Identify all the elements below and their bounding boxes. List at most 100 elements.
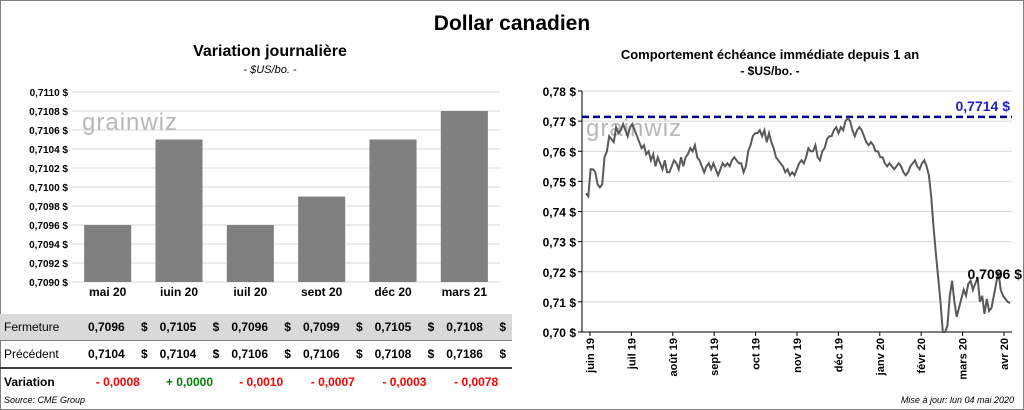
- bar: [440, 111, 488, 282]
- line-ytick-label: 0,78 $: [543, 85, 577, 99]
- bar-ytick-label: 0,7098 $: [29, 202, 68, 213]
- bar: [369, 139, 417, 282]
- cell-unit: $: [499, 347, 506, 361]
- bar-ytick-label: 0,7102 $: [29, 164, 68, 175]
- line-xtick-label: sept 19: [709, 338, 721, 376]
- table-cell: 0,7104 $: [153, 340, 226, 369]
- row-label: Variation: [4, 375, 55, 389]
- table-cell: 0,7106 $: [296, 340, 369, 369]
- cell-unit: $: [212, 347, 220, 361]
- line-xtick-label: oct 19: [751, 338, 763, 370]
- bar-category-label: sept 20: [301, 285, 343, 296]
- table-cell: - 0,0007: [310, 375, 355, 389]
- last-value-label: 0,7096 $: [968, 266, 1023, 282]
- line-xtick-label: août 19: [668, 338, 680, 377]
- table-row: Fermeture 0,7096 $0,7105 $0,7096 $0,7099 $0,7…: [0, 314, 512, 341]
- bar-ytick-label: 0,7092 $: [29, 259, 68, 270]
- table-cell: - 0,0010: [239, 375, 284, 389]
- bar: [226, 225, 274, 282]
- cell-unit: $: [140, 347, 148, 361]
- right-chart-subtitle: - $US/bo. -: [740, 64, 800, 78]
- line-xtick-label: avr 20: [999, 338, 1011, 370]
- bar-category-label: mai 20: [89, 285, 127, 296]
- bar-ytick-label: 0,7096 $: [29, 221, 68, 232]
- reference-label: 0,7714 $: [956, 98, 1011, 114]
- bar-ytick-label: 0,7090 $: [29, 278, 68, 289]
- bar-category-label: juin 20: [159, 285, 198, 296]
- cell-value: 0,7099: [302, 320, 340, 334]
- line-xtick-label: juin 19: [585, 338, 597, 374]
- bar-ytick-label: 0,7110 $: [30, 88, 69, 99]
- row-label: Précédent: [0, 340, 82, 369]
- bar-ytick-label: 0,7106 $: [29, 126, 68, 137]
- cell-value: 0,7104: [88, 347, 125, 361]
- table-cell: - 0,0003: [382, 375, 427, 389]
- table-cell: - 0,0008: [95, 375, 140, 389]
- line-ytick-label: 0,77 $: [543, 115, 577, 129]
- line-xtick-label: févr 20: [916, 338, 928, 373]
- cell-value: 0,7105: [159, 320, 197, 334]
- table-cell: 0,7096 $: [225, 314, 297, 341]
- line-ytick-label: 0,73 $: [543, 236, 577, 250]
- cell-value: 0,7096: [231, 320, 269, 334]
- line-xtick-label: déc 19: [833, 338, 845, 372]
- line-xtick-label: nov 19: [792, 338, 804, 373]
- table-cell: 0,7105 $: [153, 314, 226, 341]
- quote-table: Fermeture 0,7096 $0,7105 $0,7096 $0,7099 $0,7…: [0, 314, 512, 395]
- cell-value: 0,7186: [446, 347, 483, 361]
- source-note: Source: CME Group: [4, 395, 86, 405]
- table-cell: 0,7108 $: [440, 314, 512, 341]
- line-ytick-label: 0,72 $: [543, 266, 577, 280]
- bar: [155, 139, 203, 282]
- cell-value: 0,7106: [231, 347, 269, 361]
- cell-unit: $: [284, 347, 291, 361]
- page-title: Dollar canadien: [433, 12, 591, 35]
- bar-ytick-label: 0,7104 $: [29, 145, 68, 156]
- table-cell: 0,7099 $: [296, 314, 369, 341]
- cell-unit: $: [140, 320, 148, 334]
- table-cell: 0,7108 $: [368, 340, 441, 369]
- line-ytick-label: 0,75 $: [543, 175, 577, 189]
- bar-category-label: mars 21: [442, 285, 488, 296]
- table-row: Précédent 0,7104 $0,7104 $0,7106 $0,7106 $0,7…: [0, 340, 512, 369]
- table-row: Variation - 0,0008 + 0,0000 - 0,0010 - 0,000…: [0, 368, 512, 395]
- line-ytick-label: 0,76 $: [543, 145, 577, 159]
- cell-value: 0,7108: [374, 347, 412, 361]
- line-xtick-label: mars 20: [958, 338, 970, 380]
- table-cell: 0,7105 $: [368, 314, 441, 341]
- table-cell: - 0,0078: [454, 375, 499, 389]
- cell-value: 0,7106: [302, 347, 340, 361]
- cell-unit: $: [427, 347, 435, 361]
- cell-unit: $: [284, 320, 291, 334]
- row-label: Fermeture: [0, 314, 82, 341]
- line-ytick-label: 0,70 $: [543, 326, 577, 340]
- left-chart-title: Variation journalière: [193, 43, 347, 60]
- bar-ytick-label: 0,7100 $: [29, 183, 68, 194]
- left-chart-subtitle: - $US/bo. -: [243, 64, 297, 76]
- line-ytick-label: 0,71 $: [543, 296, 577, 310]
- cell-value: 0,7108: [446, 320, 483, 334]
- series-line: [585, 116, 1011, 333]
- bar-category-label: juil 20: [232, 285, 267, 296]
- watermark: grainwiz: [82, 109, 178, 136]
- cell-unit: $: [427, 320, 435, 334]
- cell-unit: $: [355, 347, 363, 361]
- table-cell: 0,7106 $: [225, 340, 297, 369]
- cell-value: 0,7104: [159, 347, 197, 361]
- table-cell: 0,7104 $: [82, 340, 154, 369]
- bar: [298, 196, 346, 282]
- bar-ytick-label: 0,7108 $: [29, 107, 68, 118]
- update-note: Mise à jour: lun 04 mai 2020: [900, 395, 1014, 405]
- bar-ytick-label: 0,7094 $: [29, 240, 68, 251]
- line-xtick-label: janv 20: [875, 338, 887, 376]
- cell-unit: $: [212, 320, 220, 334]
- cell-unit: $: [499, 320, 506, 334]
- table-cell: 0,7096 $: [82, 314, 154, 341]
- table-cell: 0,7186 $: [440, 340, 512, 369]
- cell-value: 0,7105: [374, 320, 412, 334]
- cell-unit: $: [355, 320, 363, 334]
- bar-category-label: déc 20: [374, 285, 412, 296]
- line-ytick-label: 0,74 $: [543, 206, 577, 220]
- cell-value: 0,7096: [88, 320, 125, 334]
- table-cell: + 0,0000: [165, 375, 213, 389]
